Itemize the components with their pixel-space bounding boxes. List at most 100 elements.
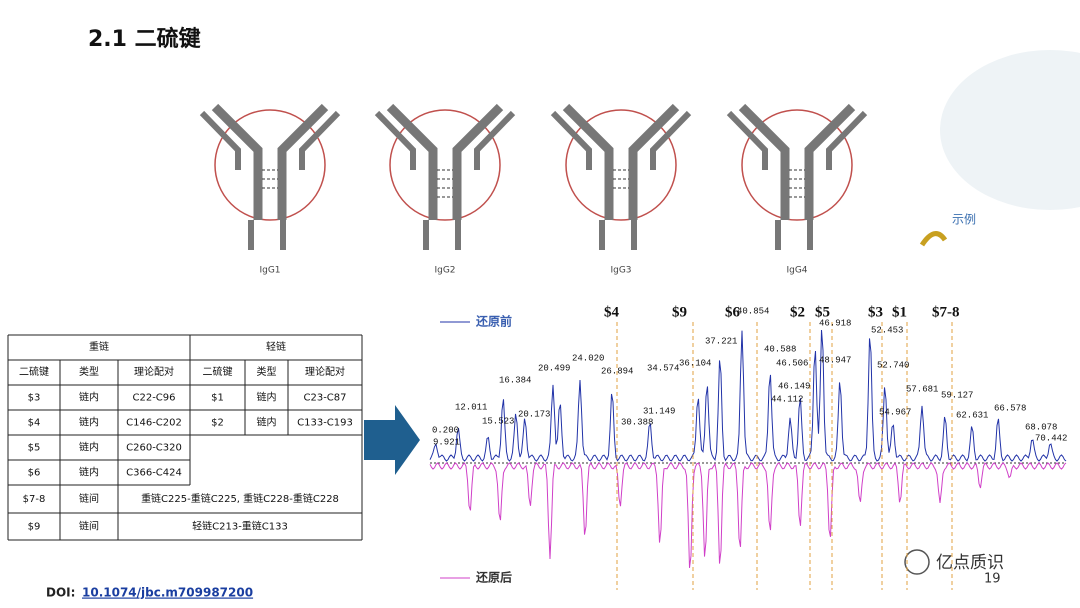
- peak-label: 66.578: [994, 403, 1026, 413]
- bond-marker: $7-8: [932, 304, 960, 320]
- hinge-circle: [389, 109, 501, 221]
- peak-label: 37.221: [705, 336, 737, 346]
- light-chain: [199, 110, 241, 170]
- peak-label: 68.078: [1025, 422, 1057, 432]
- table-cell: C22-C96: [132, 393, 175, 404]
- peak-label: 52.453: [871, 325, 903, 335]
- table-cell: $5: [28, 443, 41, 454]
- doi-label: DOI:: [46, 586, 75, 600]
- peak-label: 52.740: [877, 360, 909, 370]
- table-cell: $6: [28, 468, 41, 479]
- table-cell: 轻链: [266, 340, 286, 353]
- peak-label: 31.149: [643, 406, 675, 416]
- heavy-chain: [804, 103, 856, 220]
- peak-label: 0.200: [432, 425, 459, 435]
- legend: 还原后: [475, 570, 512, 585]
- fc: [248, 220, 254, 250]
- peak-label: 62.631: [956, 410, 988, 420]
- table-cell: $7-8: [23, 494, 46, 505]
- bond-marker: $5: [815, 304, 830, 320]
- light-chain: [374, 110, 416, 170]
- table-cell: 类型: [257, 365, 277, 378]
- bond-marker: $6: [725, 304, 741, 320]
- peak-label: 30.388: [621, 417, 653, 427]
- igg-label: IgG3: [610, 266, 631, 276]
- peak-label: 54.967: [879, 407, 911, 417]
- fc: [775, 220, 781, 250]
- fc: [631, 220, 637, 250]
- peak-label: 20.173: [518, 409, 550, 419]
- table-cell: 链内: [79, 391, 99, 404]
- heavy-chain: [738, 103, 790, 220]
- table-cell: 二硫键: [19, 365, 49, 378]
- heavy-chain: [628, 103, 680, 220]
- peak-label: 46.149: [778, 381, 810, 391]
- light-chain: [299, 110, 341, 170]
- peak-label: 44.112: [771, 394, 803, 404]
- brand-icon: [904, 549, 930, 575]
- hinge-circle: [741, 109, 853, 221]
- igg-label: IgG4: [786, 266, 807, 276]
- table-cell: 轻链C213-重链C133: [192, 520, 288, 533]
- doi-link[interactable]: 10.1074/jbc.m709987200: [82, 586, 253, 600]
- table-cell: 链内: [257, 416, 277, 429]
- peak-label: 16.384: [499, 375, 531, 385]
- table-cell: 理论配对: [305, 365, 345, 378]
- table-cell: 链间: [79, 492, 99, 505]
- hinge-circle: [565, 109, 677, 221]
- table-cell: 重链: [89, 340, 109, 353]
- light-chain: [650, 110, 692, 170]
- peak-label: 70.442: [1035, 433, 1067, 443]
- light-chain: [726, 110, 768, 170]
- decor: [940, 50, 1080, 210]
- heavy-chain: [277, 103, 329, 220]
- peak-label: 59.127: [941, 390, 973, 400]
- heavy-chain: [452, 103, 504, 220]
- table-cell: $2: [211, 418, 224, 429]
- table-cell: 二硫键: [203, 365, 233, 378]
- hinge-circle: [214, 109, 326, 221]
- bond-marker: $4: [604, 304, 620, 320]
- arrow: [364, 405, 420, 475]
- peak-label: 24.020: [572, 353, 604, 363]
- legend: 还原前: [475, 314, 512, 329]
- table-cell: $3: [28, 393, 41, 404]
- table-cell: $9: [28, 522, 41, 533]
- table-cell: 链内: [79, 466, 99, 479]
- fc: [455, 220, 461, 250]
- bond-marker: $2: [790, 304, 805, 320]
- table-cell: C366-C424: [126, 468, 182, 479]
- bond-marker: $1: [892, 304, 907, 320]
- table-cell: C23-C87: [303, 393, 346, 404]
- peak-label: 36.104: [679, 358, 711, 368]
- trace-after: [429, 462, 1067, 568]
- peak-label: 20.499: [538, 363, 570, 373]
- peak-label: 15.523: [482, 416, 514, 426]
- table-cell: 重链C225-重链C225, 重链C228-重链C228: [141, 492, 339, 505]
- brand: 亿点质识: [936, 553, 1004, 573]
- heavy-chain: [211, 103, 263, 220]
- example: 示例: [952, 213, 976, 227]
- table-cell: $4: [28, 418, 41, 429]
- table-cell: 链内: [79, 441, 99, 454]
- peak-label: 40.588: [764, 344, 796, 354]
- table-cell: 理论配对: [134, 365, 174, 378]
- heavy-chain: [562, 103, 614, 220]
- heavy-chain: [386, 103, 438, 220]
- fc: [599, 220, 605, 250]
- peak-label: 48.947: [819, 355, 851, 365]
- fc: [807, 220, 813, 250]
- table-cell: C133-C193: [297, 418, 353, 429]
- peak-label: 46.506: [776, 358, 808, 368]
- fc: [280, 220, 286, 250]
- fc: [423, 220, 429, 250]
- peak-label: 40.854: [737, 306, 769, 316]
- light-chain: [826, 110, 868, 170]
- page-number: 19: [984, 572, 1001, 587]
- table-cell: C146-C202: [126, 418, 182, 429]
- table-cell: C260-C320: [126, 443, 182, 454]
- peak-label: 46.918: [819, 318, 851, 328]
- igg-label: IgG1: [259, 266, 280, 276]
- peak-label: 12.011: [455, 402, 487, 412]
